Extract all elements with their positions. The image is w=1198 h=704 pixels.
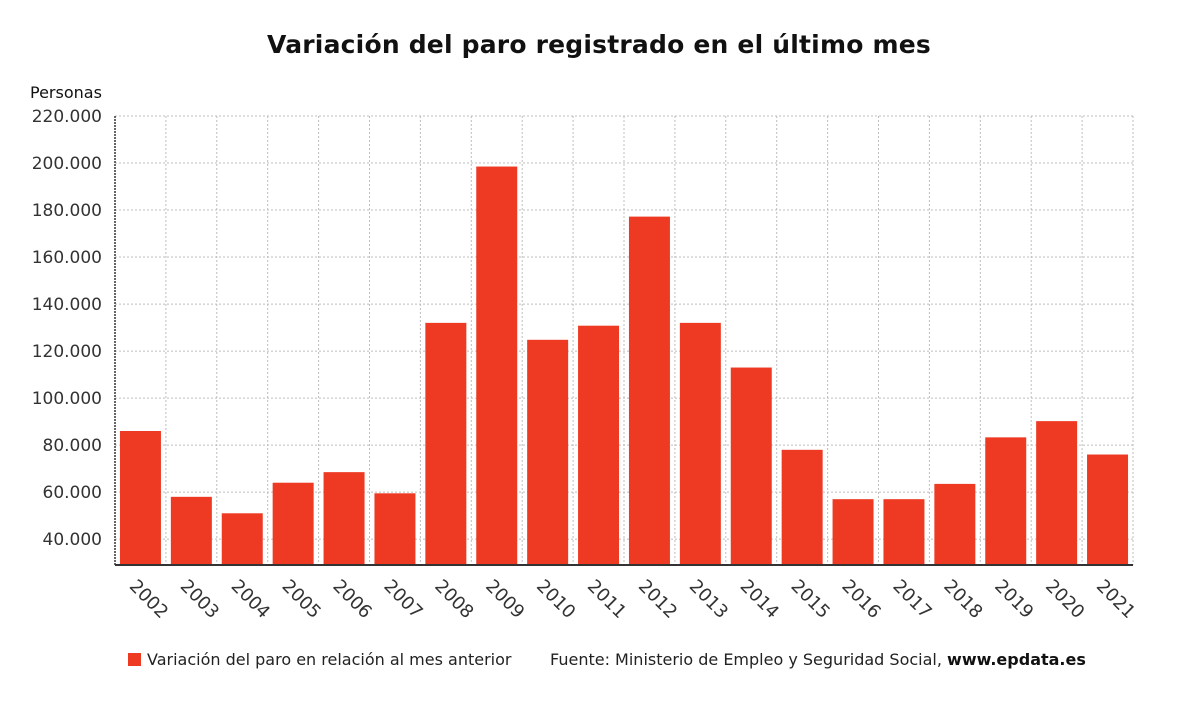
x-tick-label: 2019: [990, 576, 1037, 623]
y-tick-label: 160.000: [32, 248, 102, 268]
bar: [1087, 454, 1129, 565]
x-tick-label: 2011: [583, 576, 630, 623]
bar: [781, 449, 823, 565]
x-tick-label: 2021: [1092, 576, 1139, 623]
x-tick-label: 2014: [736, 576, 783, 623]
bar: [1036, 421, 1078, 565]
y-tick-label: 180.000: [32, 201, 102, 221]
bar: [934, 483, 976, 565]
bar: [374, 493, 416, 565]
bar: [221, 513, 263, 565]
x-tick-label: 2008: [430, 576, 477, 623]
bar-chart: 40.000 60.000 80.000 100.000 120.000 140.000 1…: [32, 107, 1140, 623]
bar: [476, 166, 518, 566]
y-tick-label: 60.000: [43, 483, 102, 503]
bar: [323, 472, 365, 565]
source-note: Fuente: Ministerio de Empleo y Seguridad…: [550, 650, 1086, 669]
bar: [883, 499, 925, 565]
y-tick-label: 140.000: [32, 295, 102, 315]
bar: [628, 216, 670, 565]
x-tick-label: 2009: [481, 576, 528, 623]
bar: [527, 339, 569, 565]
x-tick-label: 2007: [379, 576, 426, 623]
bar: [425, 322, 467, 565]
x-tick-label: 2012: [634, 576, 681, 623]
bar: [832, 499, 874, 565]
x-tick-label: 2006: [329, 576, 376, 623]
y-tick-label: 40.000: [43, 530, 102, 550]
x-tick-label: 2017: [888, 576, 935, 623]
source-text: Fuente: Ministerio de Empleo y Seguridad…: [550, 650, 948, 669]
chart-title: Variación del paro registrado en el últi…: [267, 30, 931, 59]
bar: [985, 437, 1027, 565]
x-tick-label: 2005: [278, 576, 325, 623]
legend-swatch: [128, 653, 141, 666]
x-tick-label: 2015: [787, 576, 834, 623]
bar: [730, 367, 772, 565]
bar: [170, 496, 212, 565]
y-tick-labels: 40.000 60.000 80.000 100.000 120.000 140.000 1…: [32, 107, 102, 550]
x-tick-label: 2010: [532, 576, 579, 623]
y-tick-label: 220.000: [32, 107, 102, 127]
bar: [119, 431, 161, 565]
y-tick-label: 200.000: [32, 154, 102, 174]
x-tick-label: 2016: [838, 576, 885, 623]
y-tick-label: 100.000: [32, 389, 102, 409]
x-tick-label: 2004: [227, 576, 274, 623]
axes: [114, 116, 1133, 566]
x-tick-label: 2020: [1041, 576, 1088, 623]
source-site: www.epdata.es: [947, 650, 1086, 669]
bar: [679, 322, 721, 565]
y-tick-label: 120.000: [32, 342, 102, 362]
legend: Variación del paro en relación al mes an…: [128, 650, 511, 669]
y-tick-label: 80.000: [43, 436, 102, 456]
x-tick-label: 2002: [125, 576, 172, 623]
bar: [272, 482, 314, 565]
bar: [578, 325, 620, 565]
x-tick-label: 2013: [685, 576, 732, 623]
x-tick-label: 2018: [939, 576, 986, 623]
bars: [119, 166, 1129, 566]
x-tick-labels: 2002 2003 2004 2005 2006 2007 2008 2009 2010 2011…: [125, 576, 1139, 623]
grid-lines: [115, 115, 1134, 565]
y-axis-unit-label: Personas: [30, 83, 102, 102]
legend-label: Variación del paro en relación al mes an…: [147, 650, 512, 669]
x-tick-label: 2003: [176, 576, 223, 623]
